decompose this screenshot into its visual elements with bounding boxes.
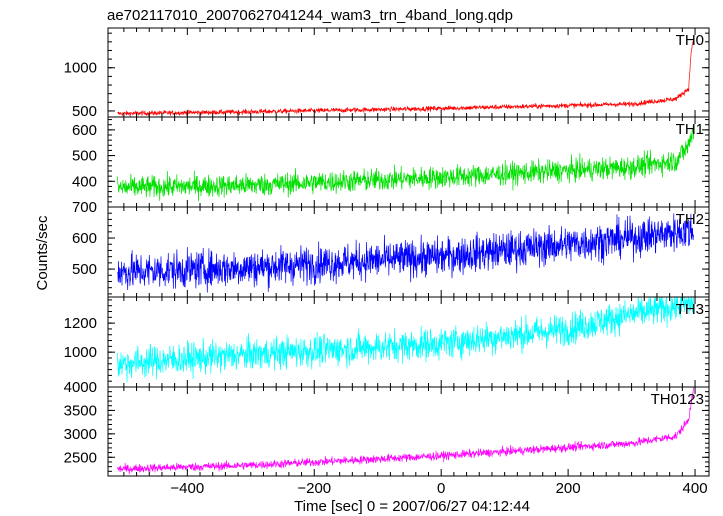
y-tick-label: 2500 — [64, 449, 97, 466]
panel-th3: 1000 1200 TH3 — [64, 296, 710, 388]
chart-panels: 500 1000 TH0 400 500 600 TH1 500 600 700 TH2 1000 12… — [64, 27, 710, 477]
x-axis: −400 −200 0 200 400 — [170, 480, 707, 497]
y-tick-label: 3500 — [64, 402, 97, 419]
x-axis-label: Time [sec] 0 = 2007/06/27 04:12:44 — [294, 498, 530, 515]
panel-th0123: 2500 3000 3500 4000 TH0123 — [64, 379, 710, 477]
y-tick-label: 500 — [72, 103, 97, 120]
y-tick-label: 600 — [72, 122, 97, 139]
x-tick-label: 200 — [556, 480, 581, 497]
y-tick-label: 400 — [72, 173, 97, 190]
panel-frame — [107, 386, 710, 477]
panel-label: TH1 — [676, 121, 704, 138]
y-tick-label: 1200 — [64, 315, 97, 332]
y-tick-label: 3000 — [64, 426, 97, 443]
series-line-th0123 — [117, 387, 695, 475]
y-tick-label: 500 — [72, 148, 97, 165]
series-line-th2 — [117, 213, 694, 293]
panel-label: TH0 — [676, 32, 704, 49]
y-tick-label: 4000 — [64, 379, 97, 396]
panel-th2: 500 600 700 TH2 — [72, 199, 710, 298]
y-tick-label: 1000 — [64, 60, 97, 77]
x-tick-label: −200 — [297, 480, 331, 497]
series-line-th1 — [117, 125, 695, 202]
panel-th0: 500 1000 TH0 — [64, 27, 710, 120]
y-tick-label: 700 — [72, 199, 97, 216]
panel-label: TH3 — [676, 301, 704, 318]
series-line-th3 — [117, 297, 695, 383]
y-axis-label: Counts/sec — [34, 215, 51, 291]
x-tick-label: 0 — [437, 480, 445, 497]
y-tick-label: 1000 — [64, 344, 97, 361]
x-tick-label: −400 — [170, 480, 204, 497]
chart-title: ae702117010_20070627041244_wam3_trn_4ban… — [107, 7, 513, 24]
panel-label: TH0123 — [651, 391, 704, 408]
series-line-th0 — [117, 39, 695, 117]
y-tick-label: 600 — [72, 230, 97, 247]
panel-label: TH2 — [676, 211, 704, 228]
y-tick-label: 500 — [72, 261, 97, 278]
panel-th1: 400 500 600 TH1 — [72, 116, 710, 208]
x-tick-label: 400 — [683, 480, 708, 497]
